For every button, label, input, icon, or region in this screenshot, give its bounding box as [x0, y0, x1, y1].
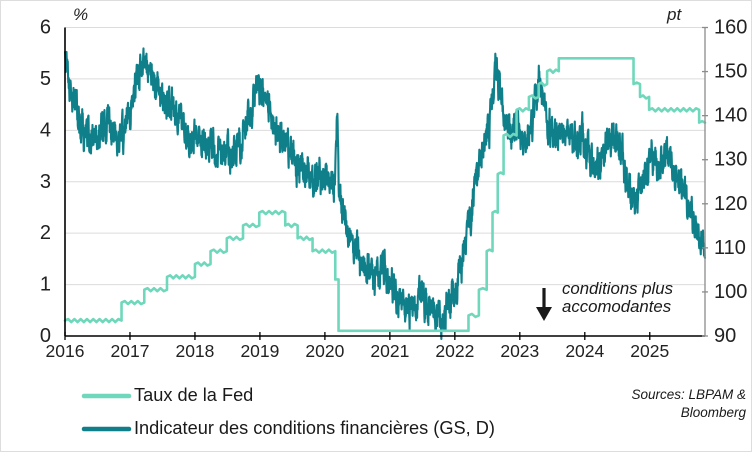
svg-text:Sources: LBPAM &: Sources: LBPAM & [631, 387, 746, 402]
svg-text:120: 120 [714, 193, 747, 215]
svg-text:2018: 2018 [175, 341, 214, 361]
svg-text:2020: 2020 [305, 341, 344, 361]
svg-text:5: 5 [40, 68, 51, 90]
svg-text:130: 130 [714, 149, 747, 171]
svg-text:100: 100 [714, 281, 747, 303]
svg-text:2017: 2017 [111, 341, 150, 361]
svg-text:pt: pt [666, 5, 682, 24]
svg-text:4: 4 [40, 119, 51, 141]
svg-text:160: 160 [714, 17, 747, 39]
svg-text:90: 90 [714, 325, 736, 347]
svg-text:%: % [73, 5, 88, 24]
svg-text:2022: 2022 [435, 341, 474, 361]
svg-text:2016: 2016 [46, 341, 85, 361]
svg-text:Indicateur des conditions fina: Indicateur des conditions financières (G… [134, 418, 495, 438]
svg-text:150: 150 [714, 61, 747, 83]
svg-text:1: 1 [40, 274, 51, 296]
svg-text:2023: 2023 [500, 341, 539, 361]
svg-text:2019: 2019 [240, 341, 279, 361]
svg-text:Taux de la Fed: Taux de la Fed [134, 385, 253, 405]
svg-text:2024: 2024 [565, 341, 604, 361]
svg-text:110: 110 [714, 237, 746, 259]
svg-text:accomodantes: accomodantes [562, 297, 672, 316]
svg-text:conditions plus: conditions plus [562, 279, 674, 298]
svg-text:6: 6 [40, 17, 51, 39]
svg-text:2: 2 [40, 222, 51, 244]
svg-text:2021: 2021 [370, 341, 409, 361]
svg-text:Bloomberg: Bloomberg [681, 405, 747, 420]
svg-text:2025: 2025 [630, 341, 669, 361]
svg-text:3: 3 [40, 171, 51, 193]
svg-text:140: 140 [714, 105, 747, 127]
